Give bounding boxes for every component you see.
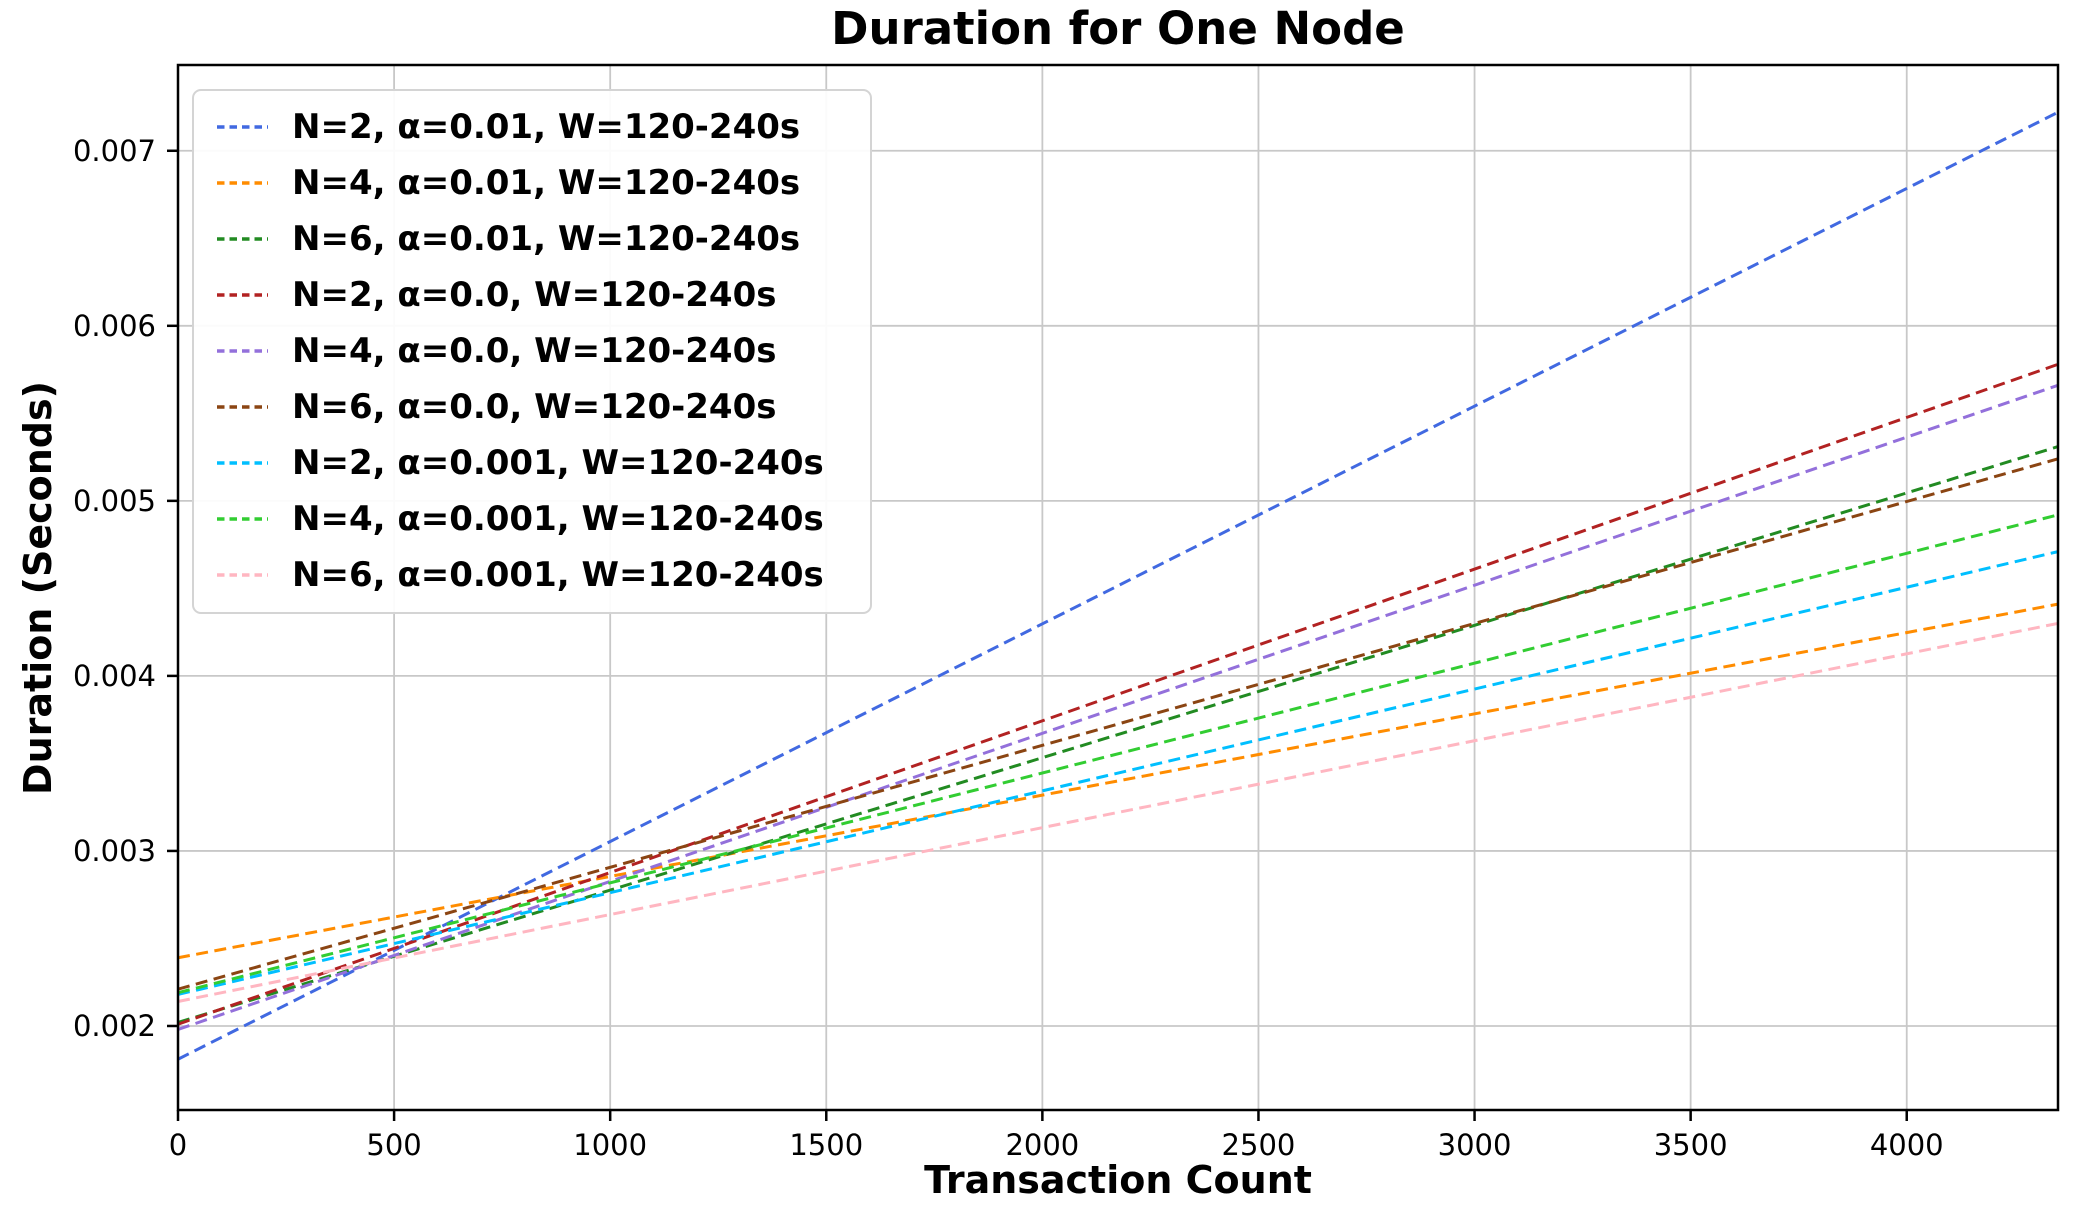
y-tick-label: 0.006: [72, 308, 156, 343]
legend-item-label: N=4, α=0.001, W=120-240s: [292, 498, 824, 539]
legend-line-swatch: [217, 180, 268, 185]
series-line: [177, 457, 2059, 991]
y-tick-label: 0.005: [72, 483, 156, 518]
legend-line-swatch: [217, 348, 268, 353]
series-line: [177, 621, 2059, 1003]
legend-item-label: N=2, α=0.01, W=120-240s: [292, 106, 801, 147]
series-line: [177, 513, 2059, 995]
x-tick-label: 2000: [1005, 1128, 1080, 1162]
chart-title: Duration for One Node: [831, 2, 1405, 55]
legend-item: N=4, α=0.001, W=120-240s: [216, 498, 824, 539]
x-tick-label: 500: [366, 1128, 422, 1162]
legend-item: N=2, α=0.001, W=120-240s: [216, 442, 824, 483]
x-tick-label: 1500: [789, 1128, 864, 1162]
legend-line-swatch: [217, 236, 268, 241]
legend-item-label: N=2, α=0.001, W=120-240s: [292, 442, 824, 483]
legend-item-label: N=4, α=0.0, W=120-240s: [292, 330, 777, 371]
y-tick-label: 0.003: [72, 833, 156, 868]
legend-line-swatch: [217, 124, 268, 129]
legend-item-label: N=4, α=0.01, W=120-240s: [292, 162, 801, 203]
legend-item-label: N=6, α=0.0, W=120-240s: [292, 386, 777, 427]
legend-item: N=4, α=0.01, W=120-240s: [216, 162, 824, 203]
series-line: [177, 383, 2059, 1031]
y-tick-label: 0.007: [72, 133, 156, 168]
series-line: [177, 445, 2059, 1024]
legend-item-label: N=6, α=0.001, W=120-240s: [292, 554, 824, 595]
legend-line-swatch: [217, 572, 268, 577]
x-tick-label: 3500: [1653, 1128, 1728, 1162]
legend-item: N=4, α=0.0, W=120-240s: [216, 330, 824, 371]
x-tick-label: 1000: [573, 1128, 648, 1162]
series-line: [177, 550, 2059, 996]
legend-item-label: N=6, α=0.01, W=120-240s: [292, 218, 801, 259]
legend-item: N=6, α=0.001, W=120-240s: [216, 554, 824, 595]
x-axis-label: Transaction Count: [924, 1158, 1312, 1202]
x-tick-label: 4000: [1869, 1128, 1944, 1162]
legend: N=2, α=0.01, W=120-240s N=4, α=0.01, W=1…: [192, 89, 872, 614]
axes-frame: [176, 63, 2060, 1112]
y-tick-label: 0.002: [72, 1008, 156, 1043]
y-tick-label: 0.004: [72, 658, 156, 693]
legend-item: N=2, α=0.01, W=120-240s: [216, 106, 824, 147]
x-tick-label: 0: [168, 1128, 188, 1162]
x-tick-label: 2500: [1221, 1128, 1296, 1162]
y-axis-label: Duration (Seconds): [16, 381, 60, 795]
legend-item: N=6, α=0.01, W=120-240s: [216, 218, 824, 259]
legend-item: N=2, α=0.0, W=120-240s: [216, 274, 824, 315]
series-line: [177, 602, 2059, 960]
legend-line-swatch: [217, 404, 268, 409]
legend-item: N=6, α=0.0, W=120-240s: [216, 386, 824, 427]
legend-line-swatch: [217, 292, 268, 297]
legend-line-swatch: [217, 516, 268, 521]
x-tick-label: 3000: [1437, 1128, 1512, 1162]
legend-line-swatch: [217, 460, 268, 465]
legend-item-label: N=2, α=0.0, W=120-240s: [292, 274, 777, 315]
